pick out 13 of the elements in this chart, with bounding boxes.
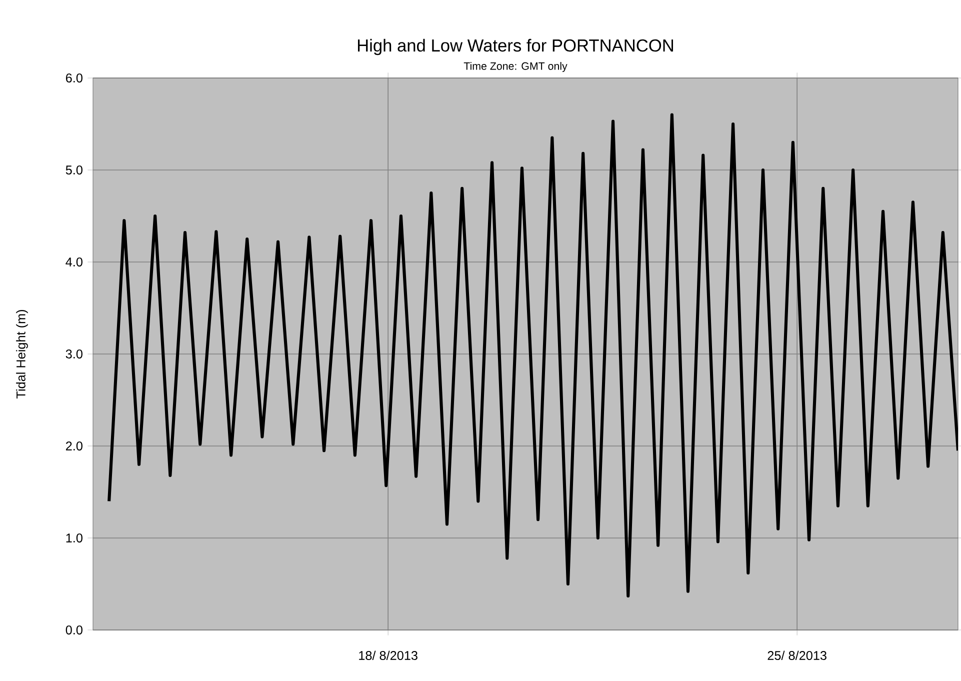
line-series <box>108 113 958 598</box>
chart-subtitle: Time Zone: GMT only <box>464 62 568 72</box>
y-tick-label: 1.0 <box>66 534 82 542</box>
chart-title: High and Low Waters for PORTNANCON <box>358 38 673 56</box>
y-tick-label: 4.0 <box>66 258 82 266</box>
y-tick-label: 5.0 <box>66 166 82 174</box>
y-tick-label: 3.0 <box>66 350 82 358</box>
y-tick-label: 2.0 <box>66 442 82 450</box>
y-axis-title: Tidal Height (m) <box>16 310 28 399</box>
x-tick-label: 25/ 8/2013 <box>768 650 826 660</box>
y-tick-label: 6.0 <box>66 74 82 82</box>
x-tick-label: 18/ 8/2013 <box>359 650 418 660</box>
y-tick-label: 0.0 <box>66 626 82 634</box>
